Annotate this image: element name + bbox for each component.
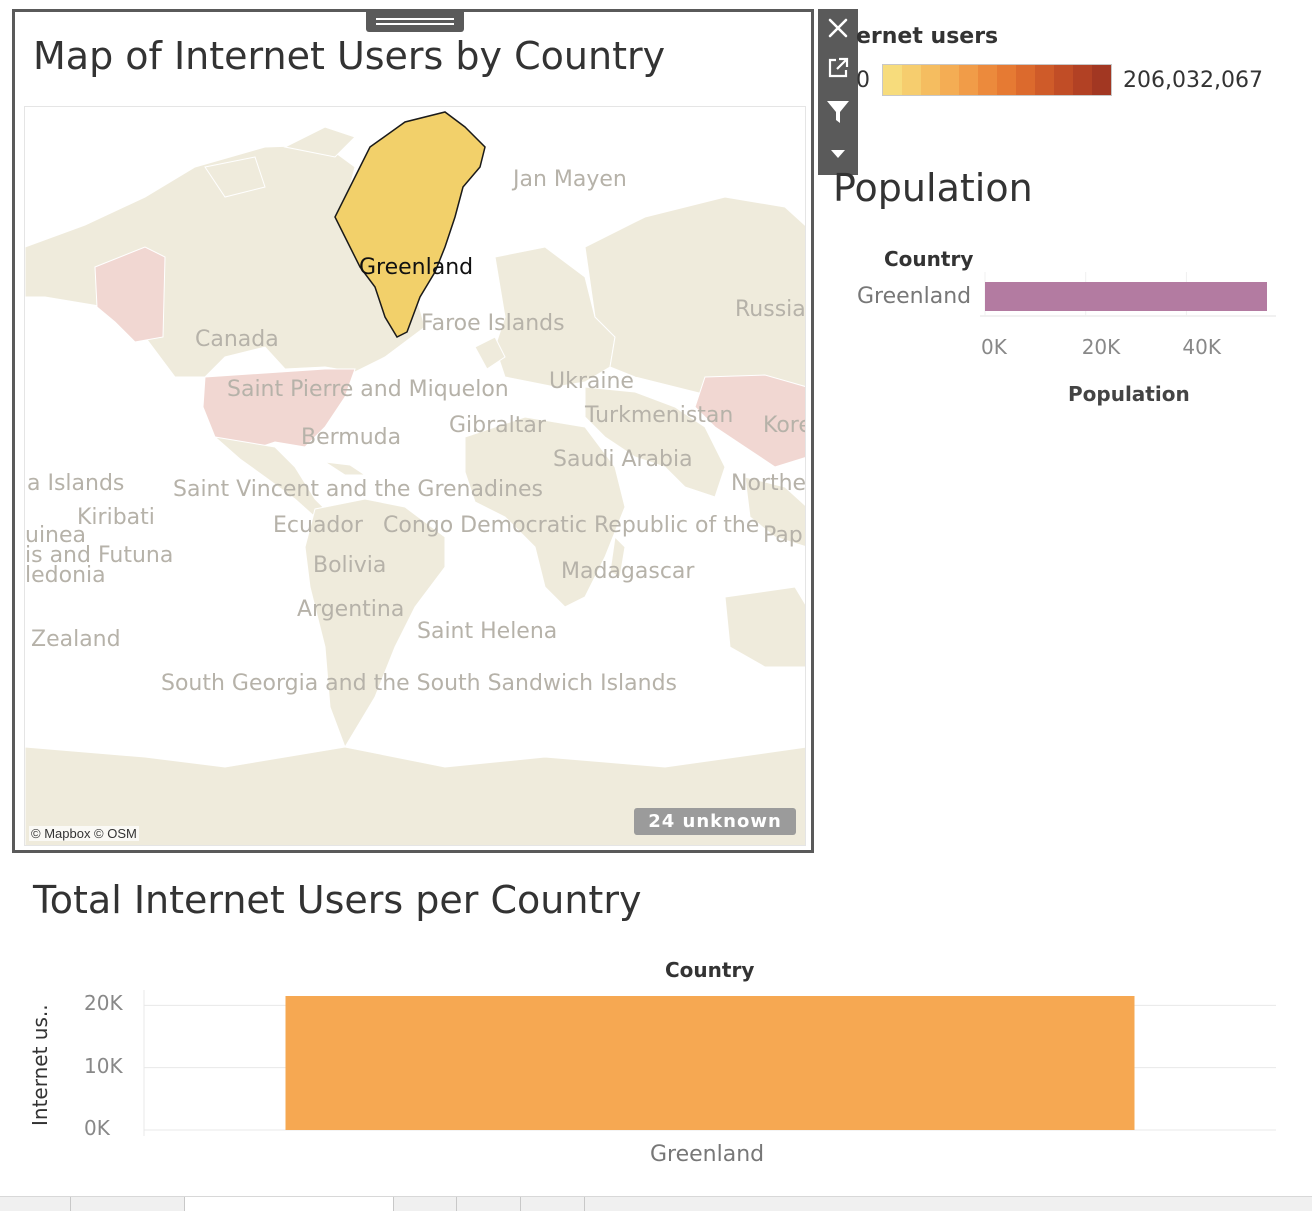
map-label: Saint Vincent and the Grenadines: [173, 477, 544, 502]
map-label: Turkmenistan: [585, 403, 734, 428]
sheet-tab-strip: [0, 1196, 1312, 1211]
map-label: Saudi Arabia: [553, 447, 693, 472]
map-title: Map of Internet Users by Country: [33, 34, 666, 78]
internet-users-category-label[interactable]: Greenland: [650, 1142, 765, 1167]
map-label: a Islands: [27, 471, 125, 496]
legend-min-label: 0: [856, 68, 870, 93]
population-column-header: Country: [884, 247, 974, 271]
map-label: Congo Democratic Republic of the: [383, 513, 760, 538]
map-label-greenland[interactable]: Greenland: [359, 255, 474, 280]
legend-title: ernet users: [856, 24, 999, 49]
legend-ramp-step: [997, 65, 1016, 95]
map-label: is and Futuna: [25, 543, 174, 568]
map-label: Kiribati: [77, 505, 155, 530]
legend-ramp-step: [1035, 65, 1054, 95]
population-tick-label: 20K: [1081, 335, 1121, 359]
map-label: Saint Helena: [417, 619, 558, 644]
map-label: Jan Mayen: [513, 167, 627, 192]
population-axis-title: Population: [1068, 382, 1190, 406]
map-label: Faroe Islands: [421, 311, 565, 336]
worksheet-toolbar: [818, 9, 858, 175]
legend-ramp-step: [1054, 65, 1073, 95]
map-label: Argentina: [297, 597, 405, 622]
internet-users-tick-label: 20K: [84, 991, 123, 1016]
map-label: Northe: [731, 471, 806, 496]
legend-ramp-step: [883, 65, 902, 95]
population-tick-label: 40K: [1182, 335, 1221, 359]
map-label: uinea: [25, 523, 87, 548]
close-icon[interactable]: [818, 9, 858, 47]
map-label: Saint Pierre and Miquelon: [227, 377, 509, 402]
population-chart: [980, 272, 1276, 317]
map-label: ledonia: [25, 563, 106, 588]
map-label: Ecuador: [273, 513, 363, 538]
map-geometry: [25, 111, 805, 845]
internet-users-bar[interactable]: [285, 996, 1135, 1130]
map-label: Kore: [763, 413, 805, 438]
filter-icon[interactable]: [818, 93, 858, 131]
map-label: Zealand: [31, 627, 121, 652]
legend-ramp-step: [1073, 65, 1092, 95]
map-label: Bermuda: [301, 425, 402, 450]
legend-ramp-step: [921, 65, 940, 95]
map-label: Ukraine: [549, 369, 634, 394]
legend-max-label: 206,032,067: [1123, 68, 1263, 93]
legend-ramp-step: [902, 65, 921, 95]
map-label: Russia: [735, 297, 806, 322]
internet-users-tick-label: 0K: [84, 1116, 110, 1140]
drag-handle[interactable]: [366, 12, 464, 32]
map-label: Canada: [195, 327, 279, 352]
legend-ramp-step: [940, 65, 959, 95]
population-bar[interactable]: [985, 282, 1267, 311]
map-label: Pap: [763, 523, 803, 548]
internet-users-column-header: Country: [665, 958, 755, 982]
unknown-locations-badge[interactable]: 24 unknown: [634, 808, 796, 835]
internet-users-axis-title: Internet us..: [28, 1004, 52, 1126]
world-map[interactable]: Greenland Jan Mayen Faroe Islands Russia…: [24, 106, 806, 846]
map-attribution[interactable]: © Mapbox © OSM: [29, 826, 139, 841]
dropdown-caret-icon[interactable]: [818, 135, 858, 173]
internet-users-tick-label: 10K: [84, 1053, 123, 1078]
map-label: Gibraltar: [449, 413, 546, 438]
population-title: Population: [833, 166, 1033, 210]
population-category-label[interactable]: Greenland: [857, 284, 972, 309]
map-label: South Georgia and the South Sandwich Isl…: [161, 671, 678, 696]
internet-users-title: Total Internet Users per Country: [33, 878, 642, 922]
internet-users-chart: [143, 990, 1276, 1136]
legend-ramp-step: [1092, 65, 1111, 95]
population-tick-label: 0K: [981, 335, 1007, 359]
active-sheet-tab[interactable]: [185, 1197, 393, 1211]
legend-ramp-step: [959, 65, 978, 95]
legend-ramp-step: [978, 65, 997, 95]
map-label: Bolivia: [313, 553, 387, 578]
map-label: Madagascar: [561, 559, 695, 584]
legend-color-ramp[interactable]: [882, 64, 1112, 96]
legend-ramp-step: [1016, 65, 1035, 95]
popout-icon[interactable]: [818, 49, 858, 87]
